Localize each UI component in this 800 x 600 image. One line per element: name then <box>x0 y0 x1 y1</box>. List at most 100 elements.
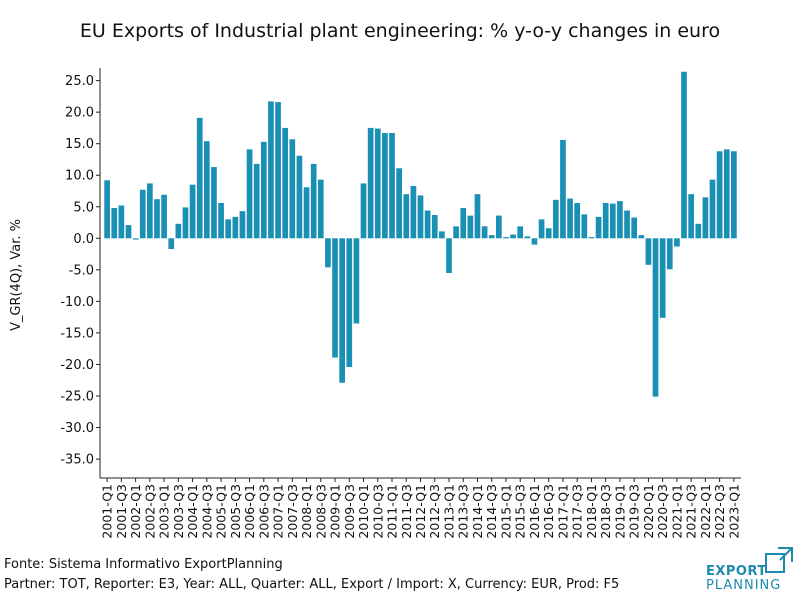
bar-2008-Q4 <box>325 238 331 268</box>
bar-2014-Q1 <box>474 194 481 239</box>
bar-2003-Q3 <box>175 223 182 239</box>
x-tick-label: 2016-Q1 <box>527 484 542 539</box>
bar-2020-Q3 <box>659 238 666 318</box>
x-tick-label: 2002-Q3 <box>142 484 157 539</box>
y-tick-label: 10.0 <box>65 169 94 184</box>
bar-2008-Q1 <box>303 187 310 239</box>
bar-2002-Q4 <box>154 199 160 239</box>
bar-2010-Q4 <box>382 132 388 239</box>
bar-2017-Q2 <box>567 198 573 239</box>
x-tick-label: 2018-Q3 <box>598 484 613 539</box>
bar-2019-Q1 <box>617 201 623 239</box>
x-tick-label: 2018-Q1 <box>584 484 599 539</box>
bar-2023-Q1 <box>731 151 737 239</box>
exportplanning-logo[interactable]: EXPORT PLANNING <box>706 546 796 594</box>
bar-2002-Q1 <box>132 238 139 240</box>
bar-2005-Q4 <box>239 211 246 239</box>
bar-2014-Q2 <box>481 226 488 239</box>
y-tick-label: -30.0 <box>60 421 94 436</box>
x-tick-label: 2005-Q1 <box>214 484 229 539</box>
x-tick-label: 2007-Q3 <box>285 484 300 539</box>
bar-2006-Q3 <box>260 141 267 239</box>
y-tick-label: 20.0 <box>65 106 94 121</box>
bar-2018-Q2 <box>595 216 602 239</box>
x-tick-label: 2007-Q1 <box>271 484 286 539</box>
bar-2003-Q2 <box>168 238 175 250</box>
x-tick-label: 2003-Q3 <box>171 484 186 539</box>
bar-2014-Q4 <box>496 215 502 239</box>
bar-2006-Q4 <box>268 101 274 239</box>
bar-2009-Q1 <box>332 238 338 358</box>
bar-2020-Q2 <box>652 238 659 397</box>
x-tick-label: 2013-Q1 <box>441 484 456 539</box>
bar-2018-Q3 <box>602 202 609 239</box>
bar-2004-Q4 <box>211 167 217 239</box>
x-tick-label: 2001-Q1 <box>100 484 115 539</box>
bar-2005-Q3 <box>232 216 239 239</box>
bar-2013-Q3 <box>460 208 467 239</box>
x-tick-label: 2001-Q3 <box>114 484 129 539</box>
bar-2002-Q3 <box>147 183 153 239</box>
y-axis-label: V_GR(4Q), Var. % <box>9 219 24 331</box>
x-tick-label: 2015-Q3 <box>513 484 528 539</box>
bar-2001-Q1 <box>104 180 110 239</box>
bar-2007-Q1 <box>275 102 281 239</box>
bar-2021-Q2 <box>681 71 687 239</box>
x-tick-label: 2012-Q3 <box>427 484 442 539</box>
y-tick-label: -35.0 <box>60 453 94 468</box>
bars-group <box>104 71 737 397</box>
bar-2017-Q4 <box>581 214 588 239</box>
x-tick-label: 2008-Q1 <box>299 484 314 539</box>
bar-2012-Q3 <box>431 214 438 239</box>
logo-text-export: EXPORT <box>706 564 767 579</box>
bar-2010-Q2 <box>367 127 374 239</box>
x-tick-label: 2004-Q1 <box>185 484 200 539</box>
bar-2013-Q2 <box>453 226 459 239</box>
bar-2001-Q3 <box>118 205 125 239</box>
y-tick-label: 25.0 <box>65 74 94 89</box>
bar-2006-Q1 <box>246 149 253 239</box>
x-tick-label: 2013-Q3 <box>456 484 471 539</box>
x-tick-label: 2004-Q3 <box>199 484 214 539</box>
bar-2012-Q4 <box>439 231 445 239</box>
bar-2006-Q2 <box>253 163 260 239</box>
x-tick-label: 2021-Q1 <box>669 484 684 539</box>
y-tick-label: -5.0 <box>69 263 94 278</box>
bar-2010-Q1 <box>360 183 367 239</box>
bar-2007-Q4 <box>296 155 303 239</box>
bar-2011-Q4 <box>410 185 417 239</box>
x-tick-label: 2019-Q3 <box>627 484 642 539</box>
bar-2016-Q3 <box>545 228 552 239</box>
x-tick-label: 2020-Q3 <box>655 484 670 539</box>
y-tick-label: 5.0 <box>73 200 94 215</box>
y-tick-label: -25.0 <box>60 390 94 405</box>
bar-2004-Q2 <box>196 117 203 239</box>
x-tick-label: 2005-Q3 <box>228 484 243 539</box>
x-tick-label: 2009-Q3 <box>342 484 357 539</box>
source-note: Fonte: Sistema Informativo ExportPlannin… <box>4 557 283 572</box>
bar-2002-Q2 <box>139 189 146 239</box>
bar-2016-Q1 <box>531 238 538 245</box>
bar-2022-Q1 <box>702 197 709 239</box>
x-tick-label: 2002-Q1 <box>128 484 143 539</box>
x-tick-label: 2022-Q1 <box>698 484 713 539</box>
x-tick-label: 2017-Q1 <box>555 484 570 539</box>
query-parameters: Partner: TOT, Reporter: E3, Year: ALL, Q… <box>4 577 620 592</box>
bar-2017-Q1 <box>560 139 566 239</box>
bar-2018-Q4 <box>609 203 616 239</box>
bar-2020-Q1 <box>645 238 652 265</box>
bar-2014-Q3 <box>488 235 495 239</box>
bar-2015-Q3 <box>517 226 524 239</box>
bar-2007-Q3 <box>289 139 296 239</box>
bar-2022-Q4 <box>723 149 730 239</box>
x-tick-label: 2015-Q1 <box>498 484 513 539</box>
bar-2021-Q4 <box>695 223 702 239</box>
x-tick-label: 2020-Q1 <box>641 484 656 539</box>
bar-2005-Q2 <box>225 219 232 239</box>
x-tick-label: 2023-Q1 <box>726 484 741 539</box>
x-tick-label: 2009-Q1 <box>328 484 343 539</box>
bar-2004-Q3 <box>203 141 210 239</box>
bar-2021-Q1 <box>674 238 680 247</box>
bar-2005-Q1 <box>218 202 224 239</box>
